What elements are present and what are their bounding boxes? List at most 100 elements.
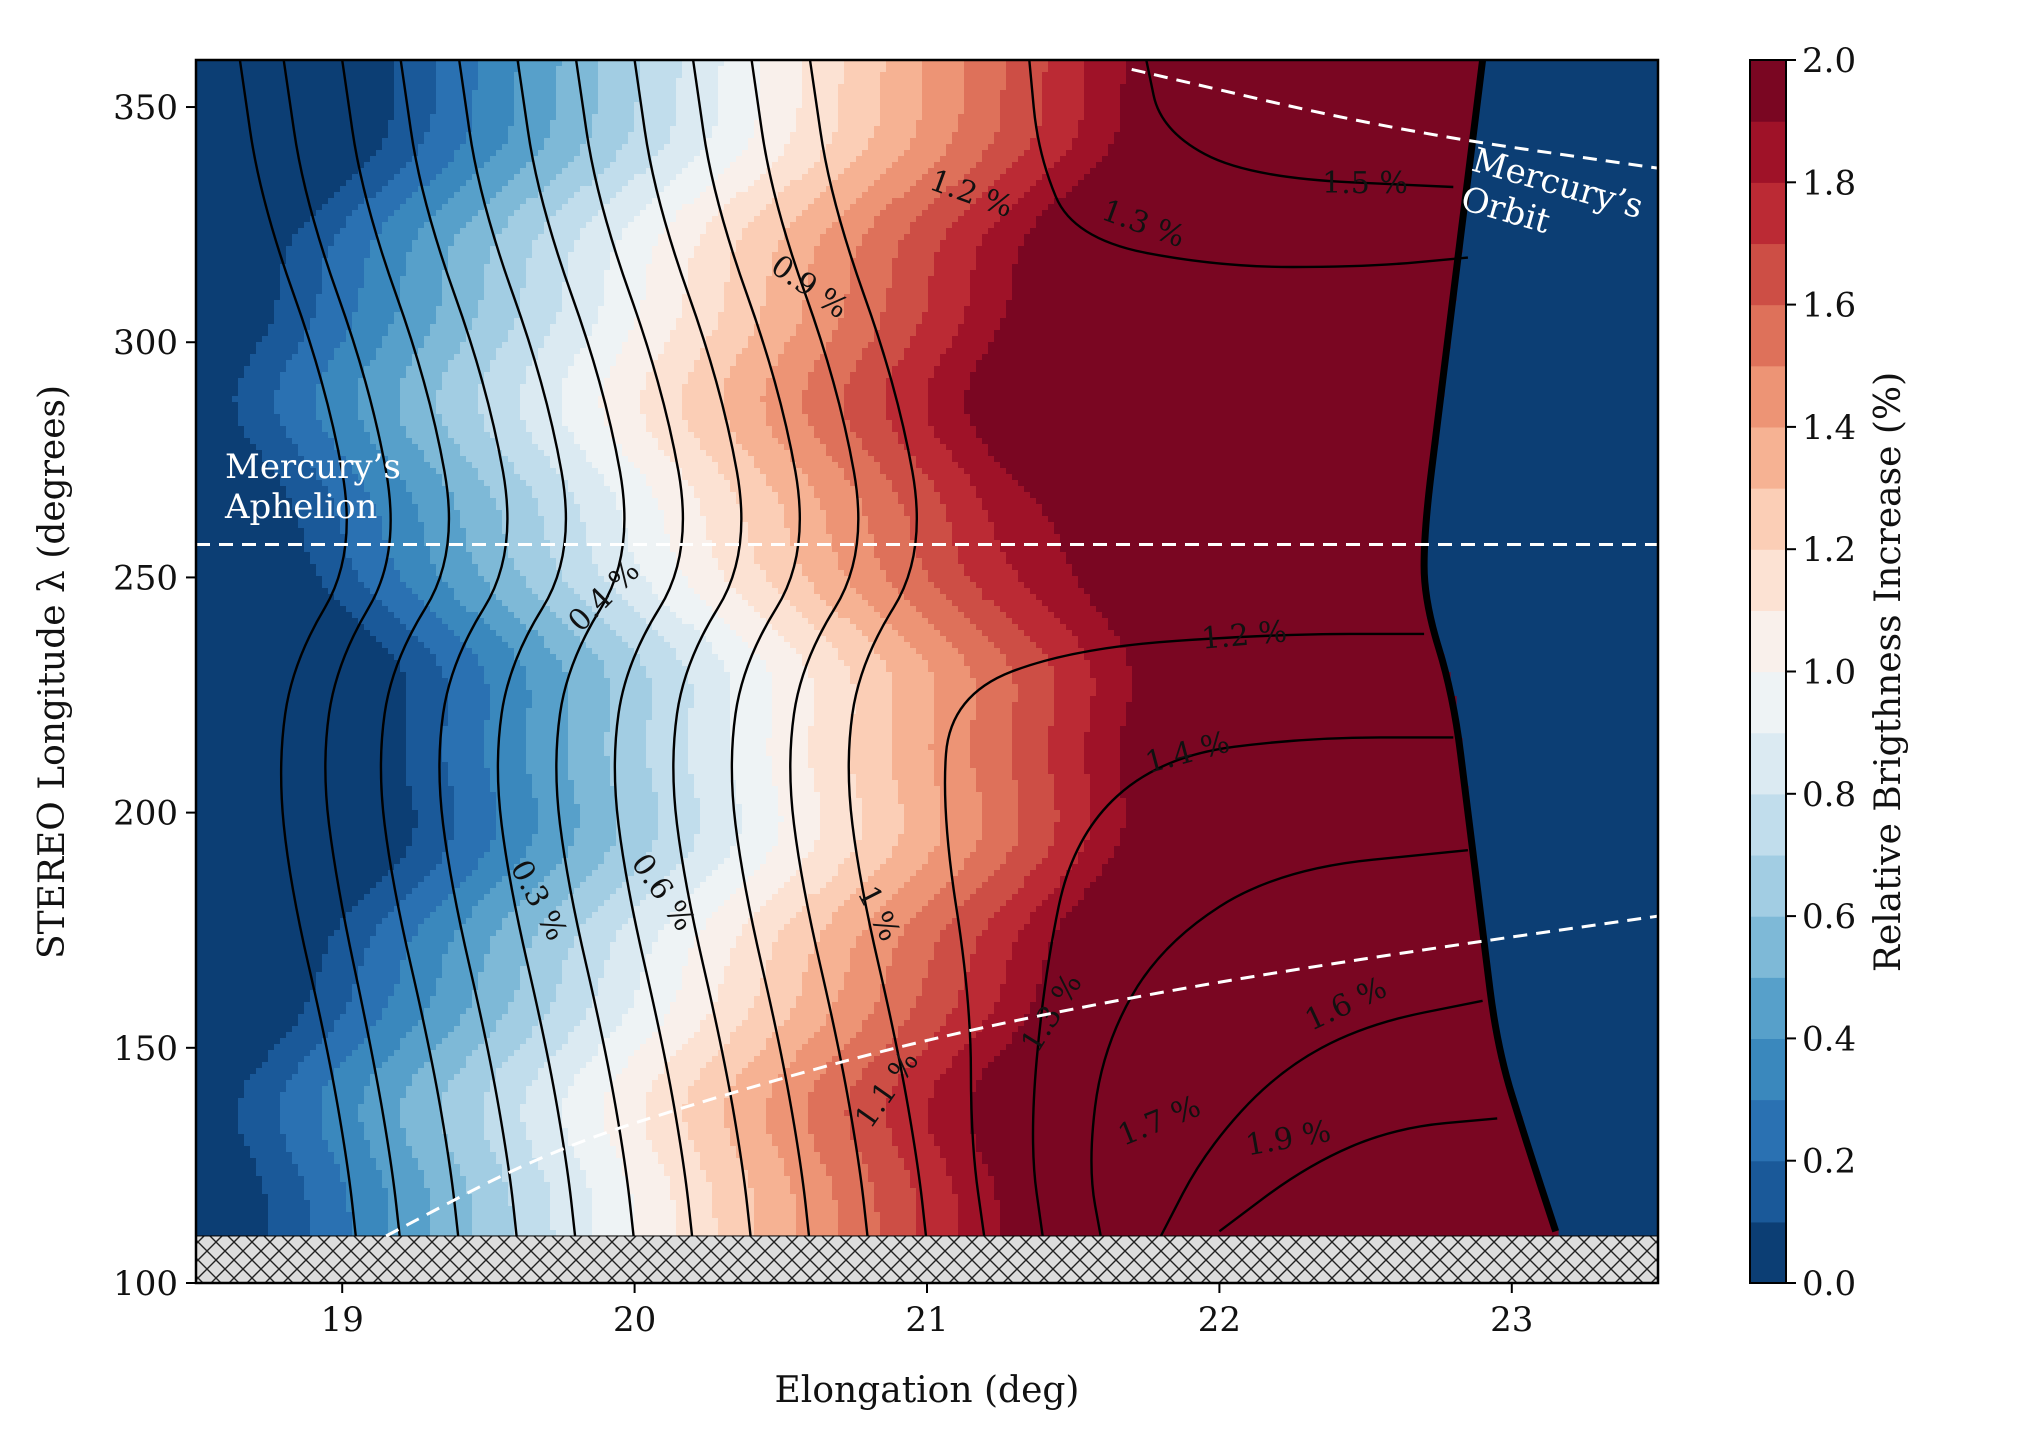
contour-fill-cell bbox=[346, 1188, 389, 1195]
contour-fill-cell bbox=[1036, 132, 1079, 139]
contour-fill-cell bbox=[574, 798, 617, 805]
contour-fill-cell bbox=[472, 1230, 515, 1237]
contour-fill-cell bbox=[898, 1080, 935, 1087]
contour-fill-cell bbox=[712, 456, 755, 463]
contour-fill-cell bbox=[820, 1158, 863, 1165]
contour-fill-cell bbox=[454, 240, 497, 247]
contour-fill-cell bbox=[1084, 648, 1127, 655]
contour-fill-cell bbox=[634, 1230, 677, 1237]
contour-fill-cell bbox=[622, 450, 665, 457]
contour-fill-cell bbox=[580, 1164, 623, 1171]
contour-fill-cell bbox=[820, 804, 863, 811]
contour-fill-cell bbox=[358, 972, 401, 979]
contour-fill-cell bbox=[730, 480, 767, 487]
contour-fill-cell bbox=[976, 426, 1439, 433]
contour-fill-cell bbox=[892, 774, 935, 781]
contour-fill-cell bbox=[1042, 108, 1085, 115]
contour-fill-cell bbox=[904, 804, 941, 811]
contour-fill-cell bbox=[994, 1188, 1541, 1195]
contour-fill-cell bbox=[196, 1104, 239, 1111]
contour-fill-cell bbox=[646, 294, 683, 301]
contour-fill-cell bbox=[262, 1182, 305, 1189]
contour-fill-cell bbox=[892, 756, 935, 763]
contour-fill-cell bbox=[280, 282, 323, 289]
contour-fill-cell bbox=[520, 1044, 563, 1051]
contour-fill-cell bbox=[1048, 660, 1091, 667]
contour-fill-cell bbox=[862, 798, 899, 805]
contour-fill-cell bbox=[730, 960, 767, 967]
contour-fill-cell bbox=[850, 714, 893, 721]
contour-fill-cell bbox=[1078, 576, 1427, 583]
contour-fill-cell bbox=[958, 120, 1001, 127]
contour-fill-cell bbox=[442, 576, 485, 583]
contour-fill-cell bbox=[964, 564, 1013, 571]
contour-fill-cell bbox=[676, 1212, 713, 1219]
contour-fill-cell bbox=[238, 402, 275, 409]
contour-fill-cell bbox=[568, 264, 611, 271]
contour-fill-cell bbox=[478, 312, 521, 319]
contour-fill-cell bbox=[388, 132, 425, 139]
contour-fill-cell bbox=[784, 636, 827, 643]
contour-fill-cell bbox=[982, 1026, 1019, 1033]
contour-fill-cell bbox=[862, 510, 905, 517]
contour-fill-cell bbox=[730, 744, 767, 751]
contour-fill-cell bbox=[382, 876, 425, 883]
contour-fill-cell bbox=[856, 696, 893, 703]
contour-fill-cell bbox=[586, 450, 623, 457]
contour-fill-cell bbox=[706, 144, 749, 151]
contour-fill-cell bbox=[532, 156, 575, 163]
contour-fill-cell bbox=[808, 480, 851, 487]
contour-fill-cell bbox=[964, 306, 1007, 313]
contour-fill-cell bbox=[1096, 606, 1427, 613]
contour-fill-cell bbox=[1084, 654, 1127, 661]
contour-fill-cell bbox=[826, 348, 863, 355]
contour-fill-cell bbox=[976, 942, 1013, 949]
contour-fill-cell bbox=[868, 516, 911, 523]
contour-fill-cell bbox=[454, 792, 497, 799]
contour-fill-cell bbox=[460, 1068, 497, 1075]
contour-fill-cell bbox=[820, 888, 857, 895]
contour-fill-cell bbox=[448, 840, 491, 847]
contour-fill-cell bbox=[694, 786, 737, 793]
contour-fill-cell bbox=[850, 576, 887, 583]
contour-fill-cell bbox=[724, 1122, 767, 1129]
contour-fill-cell bbox=[1042, 978, 1487, 985]
contour-fill-cell bbox=[904, 816, 941, 823]
contour-fill-cell bbox=[316, 312, 353, 319]
contour-fill-cell bbox=[700, 510, 743, 517]
contour-fill-cell bbox=[484, 678, 527, 685]
contour-fill-cell bbox=[568, 948, 611, 955]
contour-fill-cell bbox=[478, 984, 521, 991]
contour-fill-cell bbox=[772, 366, 815, 373]
contour-fill-cell bbox=[706, 450, 749, 457]
contour-fill-cell bbox=[982, 816, 1019, 823]
contour-fill-cell bbox=[196, 516, 299, 523]
contour-fill-cell bbox=[556, 84, 599, 91]
contour-fill-cell bbox=[748, 450, 791, 457]
contour-fill-cell bbox=[244, 366, 287, 373]
contour-fill-cell bbox=[1114, 846, 1475, 853]
contour-fill-cell bbox=[574, 192, 617, 199]
contour-fill-cell bbox=[514, 84, 557, 91]
contour-fill-cell bbox=[418, 144, 461, 151]
contour-fill-cell bbox=[1072, 570, 1427, 577]
contour-fill-cell bbox=[994, 138, 1031, 145]
contour-fill-cell bbox=[682, 414, 725, 421]
contour-fill-cell bbox=[766, 1122, 809, 1129]
contour-fill-cell bbox=[868, 228, 911, 235]
contour-fill-cell bbox=[334, 594, 377, 601]
contour-fill-cell bbox=[838, 654, 881, 661]
contour-fill-cell bbox=[706, 918, 749, 925]
contour-fill-cell bbox=[478, 384, 521, 391]
contour-fill-cell bbox=[910, 528, 953, 535]
contour-fill-cell bbox=[502, 636, 545, 643]
contour-fill-cell bbox=[448, 246, 491, 253]
contour-fill-cell bbox=[1036, 864, 1073, 871]
contour-fill-cell bbox=[1102, 864, 1475, 871]
contour-fill-cell bbox=[1006, 72, 1043, 79]
colorbar-swatch bbox=[1750, 1099, 1786, 1162]
contour-fill-cell bbox=[778, 810, 821, 817]
contour-fill-cell bbox=[718, 1224, 755, 1231]
contour-fill-cell bbox=[538, 924, 581, 931]
contour-fill-cell bbox=[658, 882, 701, 889]
